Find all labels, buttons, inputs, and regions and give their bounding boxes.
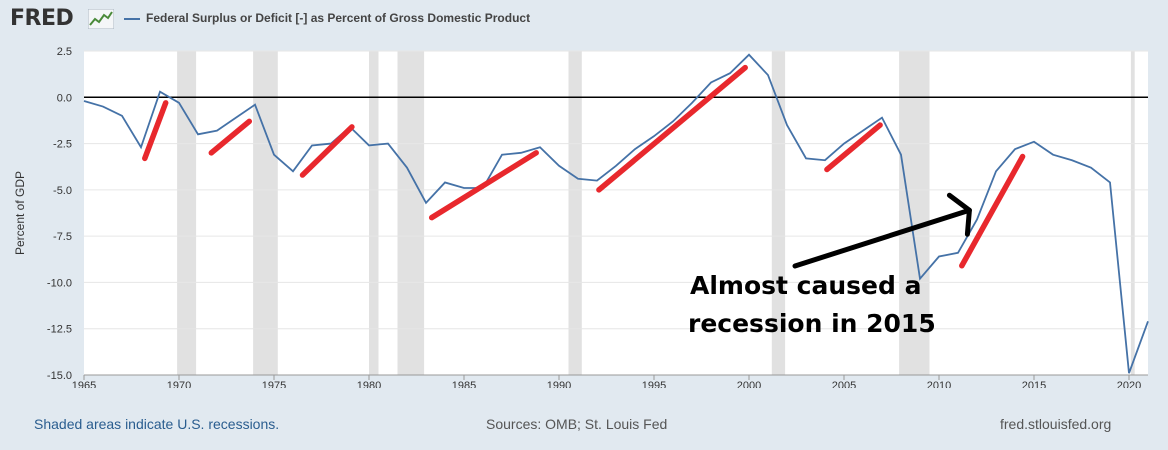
recession-band bbox=[771, 51, 786, 375]
x-tick-label: 2005 bbox=[832, 380, 856, 388]
y-tick-label: 0.0 bbox=[57, 92, 72, 104]
chart-header: FRED Federal Surplus or Deficit [-] as P… bbox=[0, 0, 1168, 38]
series-title[interactable]: Federal Surplus or Deficit [-] as Percen… bbox=[146, 11, 531, 25]
annotation-trend-line bbox=[208, 118, 253, 156]
x-tick-label: 2020 bbox=[1117, 380, 1141, 388]
recession-band bbox=[568, 51, 582, 375]
y-tick-label: -7.5 bbox=[53, 231, 72, 243]
sources-text: Sources: OMB; St. Louis Fed bbox=[486, 416, 668, 432]
recession-band bbox=[397, 51, 425, 375]
y-tick-label: -10.0 bbox=[47, 277, 72, 289]
x-tick-label: 1970 bbox=[167, 380, 191, 388]
x-tick-label: 2015 bbox=[1022, 380, 1046, 388]
legend-swatch bbox=[124, 18, 140, 20]
y-tick-label: -12.5 bbox=[47, 324, 72, 336]
y-tick-label: -2.5 bbox=[53, 139, 72, 151]
x-tick-label: 1985 bbox=[452, 380, 476, 388]
x-tick-label: 1995 bbox=[642, 380, 666, 388]
x-tick-label: 1965 bbox=[72, 380, 96, 388]
annotation-trend-line bbox=[142, 100, 169, 162]
x-tick-label: 2000 bbox=[737, 380, 761, 388]
annotation-text-line-2: recession in 2015 bbox=[688, 309, 936, 338]
y-axis-label: Percent of GDP bbox=[13, 171, 27, 255]
annotation-trend-line bbox=[959, 153, 1026, 269]
recessions-note[interactable]: Shaded areas indicate U.S. recessions. bbox=[34, 416, 280, 432]
site-link[interactable]: fred.stlouisfed.org bbox=[1000, 416, 1112, 432]
recession-band bbox=[253, 51, 278, 375]
x-tick-label: 1975 bbox=[262, 380, 286, 388]
y-tick-label: 2.5 bbox=[57, 46, 72, 58]
annotation-trend-line bbox=[428, 150, 539, 221]
annotation-arrow-shaft bbox=[792, 207, 972, 269]
y-tick-label: -5.0 bbox=[53, 185, 72, 197]
x-tick-label: 1980 bbox=[357, 380, 381, 388]
recession-band bbox=[1130, 51, 1135, 375]
annotation-trend-line bbox=[299, 124, 355, 178]
annotation-trend-line bbox=[824, 122, 883, 173]
y-tick-label: -15.0 bbox=[47, 370, 72, 382]
recession-band bbox=[899, 51, 930, 375]
fred-logo[interactable]: FRED bbox=[10, 6, 74, 31]
x-tick-label: 1990 bbox=[547, 380, 571, 388]
annotation-trend-line bbox=[596, 64, 748, 193]
annotation-text-line-1: Almost caused a bbox=[690, 271, 921, 300]
recession-band bbox=[369, 51, 379, 375]
recession-band bbox=[177, 51, 197, 375]
x-tick-label: 2010 bbox=[927, 380, 951, 388]
annotation-arrow-head bbox=[946, 192, 972, 237]
fred-logo-chart-icon bbox=[88, 9, 114, 29]
